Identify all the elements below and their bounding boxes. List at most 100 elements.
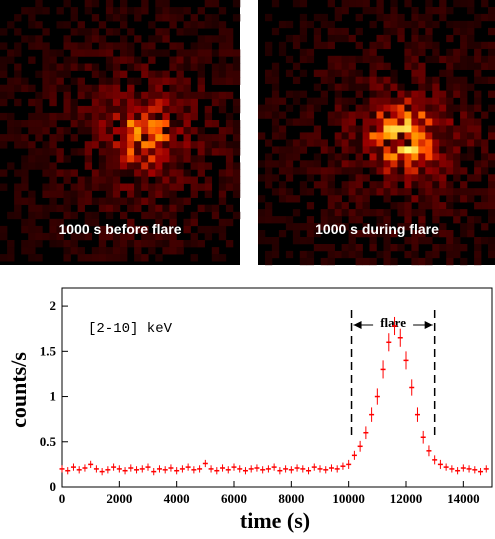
image-pixel: [56, 134, 64, 142]
image-pixel: [355, 76, 363, 84]
image-pixel: [183, 63, 191, 71]
image-pixel: [292, 195, 301, 203]
image-pixel: [141, 225, 149, 234]
image-pixel: [341, 146, 349, 154]
image-pixel: [14, 49, 22, 57]
image-pixel: [418, 257, 426, 266]
image-pixel: [120, 127, 128, 135]
image-pixel: [271, 104, 280, 112]
image-pixel: [225, 148, 234, 156]
image-pixel: [211, 141, 220, 149]
image-pixel: [488, 90, 495, 98]
image-pixel: [481, 76, 489, 84]
image-pixel: [348, 139, 356, 147]
image-pixel: [376, 62, 384, 70]
image-pixel: [362, 111, 370, 119]
image-pixel: [474, 41, 482, 50]
image-pixel: [411, 250, 419, 259]
image-pixel: [369, 139, 377, 147]
image-pixel: [91, 120, 100, 128]
image-pixel: [425, 160, 433, 168]
image-pixel: [56, 63, 64, 71]
image-pixel: [369, 62, 377, 70]
image-pixel: [211, 225, 220, 234]
image-pixel: [460, 55, 468, 64]
image-pixel: [327, 174, 335, 182]
image-pixel: [28, 225, 36, 234]
image-pixel: [397, 146, 405, 154]
image-pixel: [376, 230, 384, 238]
image-pixel: [56, 155, 64, 163]
image-pixel: [474, 20, 482, 29]
image-pixel: [376, 139, 384, 147]
image-pixel: [390, 132, 398, 140]
image-pixel: [63, 35, 71, 43]
image-pixel: [439, 69, 447, 77]
image-pixel: [28, 7, 36, 15]
image-pixel: [70, 183, 78, 191]
image-pixel: [204, 91, 213, 100]
image-pixel: [183, 148, 191, 156]
image-pixel: [127, 183, 135, 191]
image-pixel: [271, 244, 280, 252]
image-pixel: [28, 211, 36, 220]
image-pixel: [127, 112, 135, 121]
x-tick-label: 0: [59, 491, 66, 506]
image-pixel: [258, 160, 266, 168]
image-pixel: [42, 70, 50, 78]
image-pixel: [355, 230, 363, 238]
image-pixel: [327, 27, 335, 36]
image-pixel: [460, 167, 468, 175]
image-pixel: [258, 104, 266, 112]
image-pixel: [453, 76, 461, 84]
image-pixel: [432, 111, 440, 119]
image-pixel: [232, 0, 241, 8]
image-pixel: [56, 127, 64, 135]
image-pixel: [285, 34, 294, 43]
image-pixel: [28, 42, 36, 50]
image-pixel: [162, 70, 170, 78]
image-pixel: [474, 160, 482, 168]
image-pixel: [218, 127, 227, 135]
image-pixel: [271, 97, 280, 105]
image-pixel: [14, 63, 22, 71]
image-pixel: [14, 70, 22, 78]
image-pixel: [218, 63, 227, 71]
image-pixel: [63, 254, 71, 262]
image-pixel: [481, 223, 489, 231]
image-pixel: [91, 84, 100, 93]
image-pixel: [271, 90, 280, 98]
image-pixel: [155, 120, 163, 128]
image-pixel: [341, 76, 349, 84]
image-pixel: [218, 141, 227, 149]
image-pixel: [42, 155, 50, 163]
image-pixel: [49, 134, 57, 142]
image-pixel: [211, 134, 220, 142]
image-pixel: [271, 250, 280, 259]
image-pixel: [169, 141, 177, 149]
image-pixel: [390, 111, 398, 119]
image-pixel: [98, 35, 107, 43]
image-pixel: [425, 174, 433, 182]
image-pixel: [439, 174, 447, 182]
image-pixel: [134, 247, 142, 255]
image-pixel: [313, 41, 322, 50]
image-pixel: [488, 13, 495, 22]
image-pixel: [0, 112, 8, 121]
image-pixel: [155, 141, 163, 149]
image-pixel: [439, 160, 447, 168]
image-pixel: [141, 70, 149, 78]
image-pixel: [327, 76, 335, 84]
image-pixel: [218, 232, 227, 241]
image-pixel: [197, 70, 205, 78]
image-pixel: [411, 97, 419, 105]
image-pixel: [77, 21, 85, 29]
image-pixel: [49, 190, 57, 198]
image-pixel: [383, 174, 391, 182]
image-pixel: [439, 111, 447, 119]
image-pixel: [488, 104, 495, 112]
image-pixel: [299, 250, 308, 259]
image-pixel: [348, 55, 356, 64]
image-pixel: [21, 218, 29, 227]
